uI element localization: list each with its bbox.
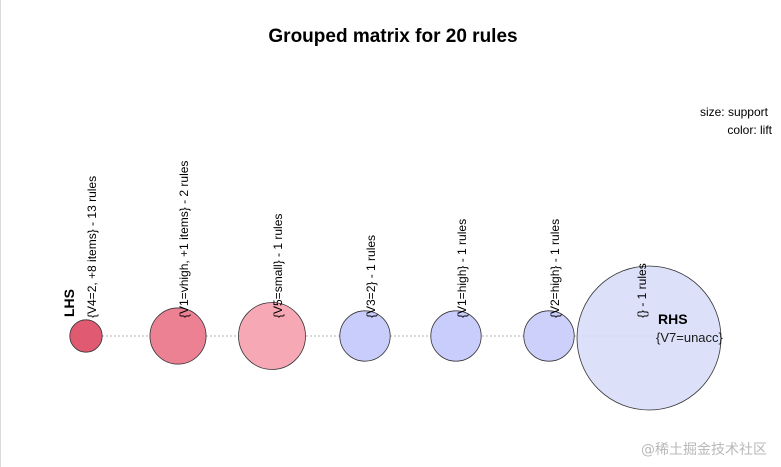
- lhs-group-label: {V2=high} - 1 rules: [548, 219, 562, 318]
- rule-bubble: [523, 310, 575, 362]
- rule-bubble: [430, 310, 482, 362]
- rhs-item-label: {V7=unacc}: [656, 330, 724, 345]
- watermark: @稀土掘金技术社区: [641, 442, 767, 458]
- rule-bubble: [69, 319, 103, 353]
- legend-color-label: color: lift: [727, 123, 772, 137]
- rhs-axis-label: RHS: [658, 311, 688, 327]
- rule-bubble: [576, 265, 722, 411]
- legend-size-label: size: support: [700, 105, 769, 119]
- chart-marks: {V4=2, +8 items} - 13 rules {V1=vhigh, +1…: [69, 161, 722, 411]
- lhs-group-label: {V5=small} - 1 rules: [271, 214, 285, 318]
- lhs-group-label: {V1=vhigh, +1 items} - 2 rules: [177, 161, 191, 318]
- lhs-group-label: {V3=2} - 1 rules: [364, 235, 378, 318]
- lhs-group-label: {V4=2, +8 items} - 13 rules: [85, 176, 99, 318]
- frame-border: [0, 0, 1, 467]
- lhs-axis-label: LHS: [61, 289, 77, 317]
- chart-title: Grouped matrix for 20 rules: [268, 26, 517, 47]
- rule-bubble: [149, 307, 207, 365]
- lhs-group-label: {V1=high} - 1 rules: [455, 219, 469, 318]
- rule-bubble: [339, 310, 391, 362]
- lhs-group-label: {} - 1 rules: [635, 263, 649, 318]
- rule-bubble: [238, 302, 306, 370]
